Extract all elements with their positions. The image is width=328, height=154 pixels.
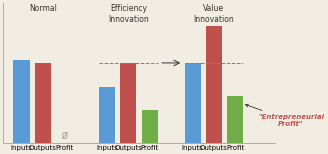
Bar <box>99 87 115 143</box>
Text: Efficiency
Innovation: Efficiency Innovation <box>108 4 149 24</box>
Bar <box>206 26 222 143</box>
Text: "Entrepreneurial
Profit": "Entrepreneurial Profit" <box>245 104 324 127</box>
Bar <box>120 63 136 143</box>
Bar <box>142 110 158 143</box>
Text: Normal: Normal <box>29 4 57 13</box>
Bar <box>227 96 243 143</box>
Bar <box>35 63 51 143</box>
Text: Value
Innovation: Value Innovation <box>194 4 234 24</box>
Bar <box>185 63 201 143</box>
Text: Ø: Ø <box>61 132 67 140</box>
Bar <box>13 60 30 143</box>
